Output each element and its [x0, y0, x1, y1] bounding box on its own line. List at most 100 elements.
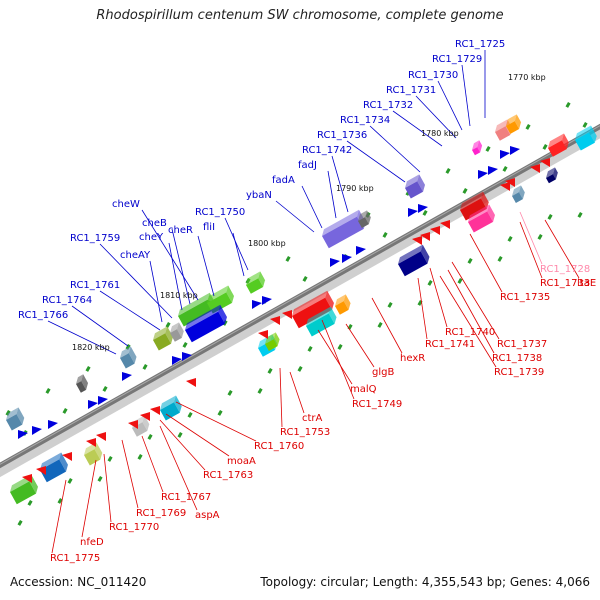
forward-gene-label: RC1_1729: [432, 54, 482, 65]
tick-mark: [257, 387, 263, 394]
forward-arrow: [500, 150, 510, 159]
block-side: [588, 125, 597, 143]
forward-gene-block: [405, 174, 426, 199]
leader-line: [369, 125, 421, 173]
accession: Accession: NC_011420: [10, 575, 147, 589]
forward-gene-label: RC1_1725: [455, 39, 505, 50]
reverse-arrow: [430, 226, 440, 235]
block-top: [546, 167, 555, 178]
block-top: [246, 271, 261, 285]
block-top: [6, 407, 19, 420]
tick-mark: [307, 345, 313, 352]
block-face: [292, 297, 333, 329]
block-face: [358, 217, 369, 228]
block-side: [226, 285, 235, 303]
tick-mark: [387, 302, 393, 308]
block-side: [16, 407, 25, 425]
reverse-gene-label: RC1_1738: [492, 353, 542, 364]
leader-line: [159, 419, 206, 471]
tick-mark: [165, 321, 171, 328]
block-top: [265, 332, 276, 344]
tick-mark: [17, 520, 23, 526]
leader-line: [429, 267, 448, 328]
block-top: [358, 210, 367, 221]
forward-gene-label: RC1_1761: [70, 280, 120, 291]
tick-mark: [502, 166, 508, 172]
forward-arrow: [88, 400, 98, 409]
block-side: [487, 204, 496, 222]
forward-gene-label: cheW: [112, 199, 140, 210]
tick-mark: [177, 432, 183, 438]
forward-gene-label: cheAY: [120, 250, 151, 261]
leader-line: [275, 200, 315, 233]
reverse-arrow: [36, 466, 46, 475]
reverse-arrow: [140, 412, 150, 421]
ruler-label: 1800 kbp: [248, 239, 286, 248]
forward-gene-label: fliI: [203, 222, 215, 233]
tick-mark: [507, 236, 513, 242]
forward-gene-block: [505, 114, 522, 134]
tick-mark: [187, 411, 193, 418]
block-top: [548, 133, 564, 148]
reverse-gene-label: RC1_1739: [494, 367, 544, 378]
forward-arrow: [488, 166, 498, 175]
reverse-gene-block: [334, 294, 351, 315]
leader-line: [197, 235, 215, 297]
reverse-arrow: [62, 452, 72, 461]
forward-arrow: [342, 254, 352, 263]
reverse-arrow: [22, 474, 32, 483]
leader-line: [301, 185, 323, 229]
block-face: [546, 174, 556, 184]
tick-mark: [125, 344, 131, 350]
leader-line: [224, 217, 249, 271]
forward-gene-label: fadA: [272, 175, 295, 186]
block-top: [153, 326, 168, 340]
reverse-gene-label: RC1_1733: [540, 278, 590, 289]
block-side: [518, 185, 525, 200]
forward-gene-block: [153, 326, 174, 351]
ruler-label: 1810 kbp: [160, 291, 198, 300]
tick-mark: [62, 408, 68, 414]
block-face: [246, 278, 264, 294]
reverse-gene-label: RC1_1740: [445, 327, 495, 338]
block-side: [561, 133, 569, 149]
forward-arrow: [408, 208, 418, 217]
block-top: [185, 304, 221, 330]
forward-gene-label: ybaN: [246, 190, 272, 201]
forward-arrow: [418, 204, 428, 213]
block-face: [505, 121, 520, 134]
block-face: [153, 333, 172, 351]
ruler-label: 1770 kbp: [508, 73, 546, 82]
block-side: [514, 114, 522, 130]
forward-gene-block: [246, 271, 266, 294]
ruler-label: 1820 kbp: [72, 343, 110, 352]
leader-line: [149, 260, 163, 323]
leader-line: [439, 275, 497, 368]
block-face: [334, 301, 349, 315]
tick-mark: [457, 278, 463, 284]
block-side: [552, 167, 558, 180]
block-side: [94, 442, 103, 460]
leader-line: [321, 319, 355, 400]
tick-mark: [97, 476, 103, 482]
tick-mark: [525, 124, 531, 130]
reverse-gene-block: [548, 133, 569, 157]
reverse-arrow: [412, 236, 422, 245]
leader-line: [519, 221, 543, 279]
leader-line: [81, 459, 97, 538]
reverse-gene-label: RC1_1775: [50, 553, 100, 564]
reverse-arrow: [540, 158, 550, 167]
reverse-gene-block: [306, 306, 337, 337]
leader-line: [327, 170, 337, 219]
leader-line: [451, 261, 500, 340]
leader-line: [99, 243, 173, 319]
reverse-arrow: [270, 316, 280, 325]
block-face: [9, 481, 37, 505]
leader-line: [447, 269, 495, 354]
tick-mark: [377, 321, 383, 328]
reverse-gene-label: malQ: [350, 384, 377, 395]
block-top: [460, 191, 483, 210]
block-top: [575, 125, 591, 140]
forward-gene-label: fadJ: [298, 160, 317, 171]
